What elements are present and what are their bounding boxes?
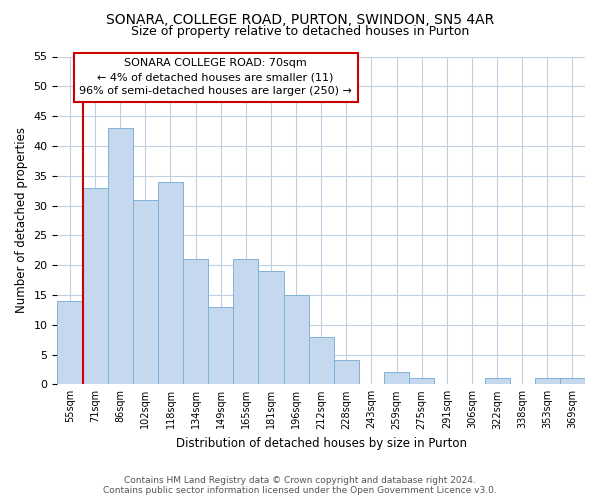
- Bar: [308, 336, 334, 384]
- Text: Size of property relative to detached houses in Purton: Size of property relative to detached ho…: [131, 25, 469, 38]
- Text: Contains HM Land Registry data © Crown copyright and database right 2024.
Contai: Contains HM Land Registry data © Crown c…: [103, 476, 497, 495]
- Text: SONARA, COLLEGE ROAD, PURTON, SWINDON, SN5 4AR: SONARA, COLLEGE ROAD, PURTON, SWINDON, S…: [106, 12, 494, 26]
- X-axis label: Distribution of detached houses by size in Purton: Distribution of detached houses by size …: [176, 437, 467, 450]
- Bar: [259, 271, 284, 384]
- Bar: [409, 378, 434, 384]
- Bar: [133, 200, 158, 384]
- Text: SONARA COLLEGE ROAD: 70sqm
← 4% of detached houses are smaller (11)
96% of semi-: SONARA COLLEGE ROAD: 70sqm ← 4% of detac…: [79, 58, 352, 96]
- Bar: [485, 378, 509, 384]
- Bar: [158, 182, 183, 384]
- Bar: [183, 259, 208, 384]
- Bar: [233, 259, 259, 384]
- Bar: [384, 372, 409, 384]
- Bar: [560, 378, 585, 384]
- Bar: [58, 301, 83, 384]
- Y-axis label: Number of detached properties: Number of detached properties: [15, 128, 28, 314]
- Bar: [284, 295, 308, 384]
- Bar: [535, 378, 560, 384]
- Bar: [83, 188, 107, 384]
- Bar: [208, 307, 233, 384]
- Bar: [107, 128, 133, 384]
- Bar: [334, 360, 359, 384]
